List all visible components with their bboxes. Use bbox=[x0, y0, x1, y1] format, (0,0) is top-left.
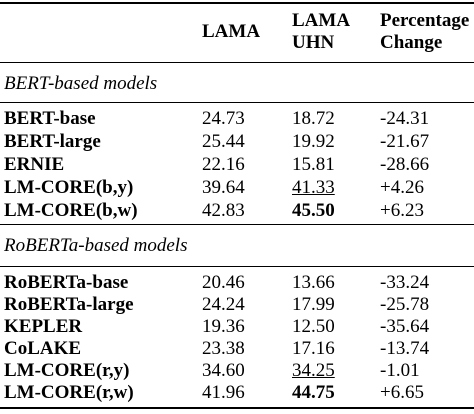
model-name: LM-CORE(b,y) bbox=[4, 177, 134, 198]
header-rule bbox=[0, 62, 474, 63]
lama-value: 19.36 bbox=[202, 316, 245, 337]
uhn-value: 18.72 bbox=[292, 108, 335, 129]
model-name: RoBERTa-base bbox=[4, 272, 129, 293]
lama-value: 22.16 bbox=[202, 154, 245, 175]
change-value: +4.26 bbox=[380, 177, 424, 198]
table-row: LM-CORE(b,w) 42.83 45.50 +6.23 bbox=[0, 199, 474, 222]
lama-value: 24.73 bbox=[202, 108, 245, 129]
uhn-value: 17.16 bbox=[292, 338, 335, 359]
lama-value: 41.96 bbox=[202, 382, 245, 403]
model-name: CoLAKE bbox=[4, 338, 82, 359]
change-value: -1.01 bbox=[380, 360, 420, 381]
table-row: ERNIE 22.16 15.81 -28.66 bbox=[0, 153, 474, 176]
model-name: RoBERTa-large bbox=[4, 294, 134, 315]
uhn-value: 12.50 bbox=[292, 316, 335, 337]
change-value: -24.31 bbox=[380, 108, 430, 129]
table-row: BERT-base 24.73 18.72 -24.31 bbox=[0, 107, 474, 130]
table-row: RoBERTa-large 24.24 17.99 -25.78 bbox=[0, 293, 474, 316]
change-value: -28.66 bbox=[380, 154, 430, 175]
uhn-value-underlined: 41.33 bbox=[292, 177, 335, 198]
section-title-bert: BERT-based models bbox=[4, 73, 158, 94]
change-value: +6.65 bbox=[380, 382, 424, 403]
table-row: LM-CORE(b,y) 39.64 41.33 +4.26 bbox=[0, 176, 474, 199]
model-name: LM-CORE(r,y) bbox=[4, 360, 130, 381]
lama-value: 25.44 bbox=[202, 131, 245, 152]
model-name: LM-CORE(r,w) bbox=[4, 382, 134, 403]
change-value: -21.67 bbox=[380, 131, 430, 152]
lama-value: 23.38 bbox=[202, 338, 245, 359]
uhn-value-underlined: 34.25 bbox=[292, 360, 335, 381]
model-name: ERNIE bbox=[4, 154, 65, 175]
uhn-value: 17.99 bbox=[292, 294, 335, 315]
table-row: LM-CORE(r,w) 41.96 44.75 +6.65 bbox=[0, 381, 474, 404]
lama-value: 39.64 bbox=[202, 177, 245, 198]
uhn-value: 13.66 bbox=[292, 272, 335, 293]
change-value: -25.78 bbox=[380, 294, 430, 315]
uhn-value: 19.92 bbox=[292, 131, 335, 152]
section-rule-roberta bbox=[0, 266, 474, 267]
uhn-value-bold: 44.75 bbox=[292, 382, 335, 403]
section-rule-bert bbox=[0, 102, 474, 103]
change-value: +6.23 bbox=[380, 200, 424, 221]
top-rule bbox=[0, 2, 474, 4]
change-value: -13.74 bbox=[380, 338, 430, 359]
lama-value: 42.83 bbox=[202, 200, 245, 221]
change-value: -33.24 bbox=[380, 272, 430, 293]
table-row: KEPLER 19.36 12.50 -35.64 bbox=[0, 315, 474, 338]
bottom-rule bbox=[0, 407, 474, 409]
model-name: BERT-base bbox=[4, 108, 96, 129]
model-name: BERT-large bbox=[4, 131, 101, 152]
section-end-rule-bert bbox=[0, 224, 474, 225]
header-lama-uhn-line1: LAMA bbox=[292, 10, 351, 31]
header-lama-uhn-line2: UHN bbox=[292, 32, 335, 53]
table-row: LM-CORE(r,y) 34.60 34.25 -1.01 bbox=[0, 359, 474, 382]
header-change-line2: Change bbox=[380, 32, 443, 53]
model-name: LM-CORE(b,w) bbox=[4, 200, 138, 221]
model-name: KEPLER bbox=[4, 316, 83, 337]
table-row: RoBERTa-base 20.46 13.66 -33.24 bbox=[0, 271, 474, 294]
uhn-value: 15.81 bbox=[292, 154, 335, 175]
header-change-line1: Percentage bbox=[380, 10, 470, 31]
change-value: -35.64 bbox=[380, 316, 430, 337]
lama-value: 20.46 bbox=[202, 272, 245, 293]
header-lama: LAMA bbox=[202, 21, 261, 42]
lama-value: 34.60 bbox=[202, 360, 245, 381]
uhn-value-bold: 45.50 bbox=[292, 200, 335, 221]
table-row: CoLAKE 23.38 17.16 -13.74 bbox=[0, 337, 474, 360]
table-row: BERT-large 25.44 19.92 -21.67 bbox=[0, 130, 474, 153]
section-title-roberta: RoBERTa-based models bbox=[4, 235, 188, 256]
lama-value: 24.24 bbox=[202, 294, 245, 315]
